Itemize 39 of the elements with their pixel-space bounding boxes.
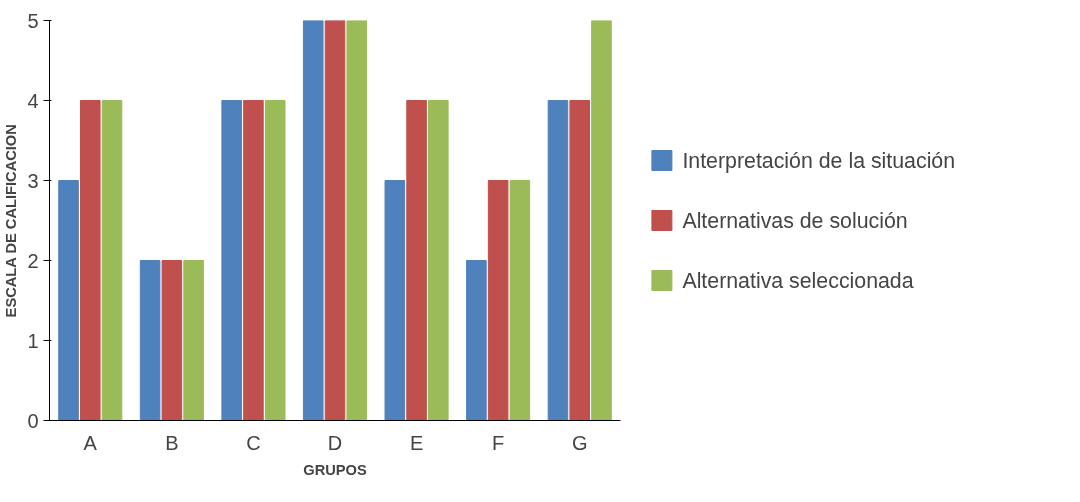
y-tick-label: 5 [27,9,39,32]
legend-label: Alternativa seleccionada [682,268,914,293]
bar [264,100,286,421]
bar [324,20,346,421]
bar [161,260,183,421]
y-axis-title: ESCALA DE CALIFICACION [3,124,20,318]
bar [384,180,406,421]
bar [466,260,487,421]
y-tick-label: 3 [27,169,39,192]
x-axis-title: GRUPOS [303,461,367,478]
y-tick-label: 0 [27,409,39,432]
bar [243,100,264,421]
x-tick-label: C [246,431,261,454]
x-tick-label: G [571,431,588,454]
bar [302,20,324,421]
x-tick-label: E [409,431,424,454]
legend-label: Alternativas de solución [682,208,908,233]
bar [406,100,427,421]
bar [139,260,161,421]
y-tick-label: 1 [27,329,39,352]
x-tick-label: D [327,431,343,454]
x-tick-label: A [83,431,98,454]
x-tick-label: F [492,431,505,454]
bar [101,100,123,421]
bar [547,100,569,421]
bar [221,100,242,421]
bar [487,180,509,421]
legend-label: Interpretación de la situación [682,148,956,173]
bar [346,20,368,421]
y-tick-label: 4 [27,89,39,112]
bar [569,100,590,421]
bar [58,180,79,421]
y-tick-label: 2 [27,249,39,272]
bar [591,20,612,421]
x-tick-label: B [165,431,179,454]
bar [183,260,204,421]
bar [428,100,449,421]
bar [509,180,531,421]
bar [80,100,101,421]
